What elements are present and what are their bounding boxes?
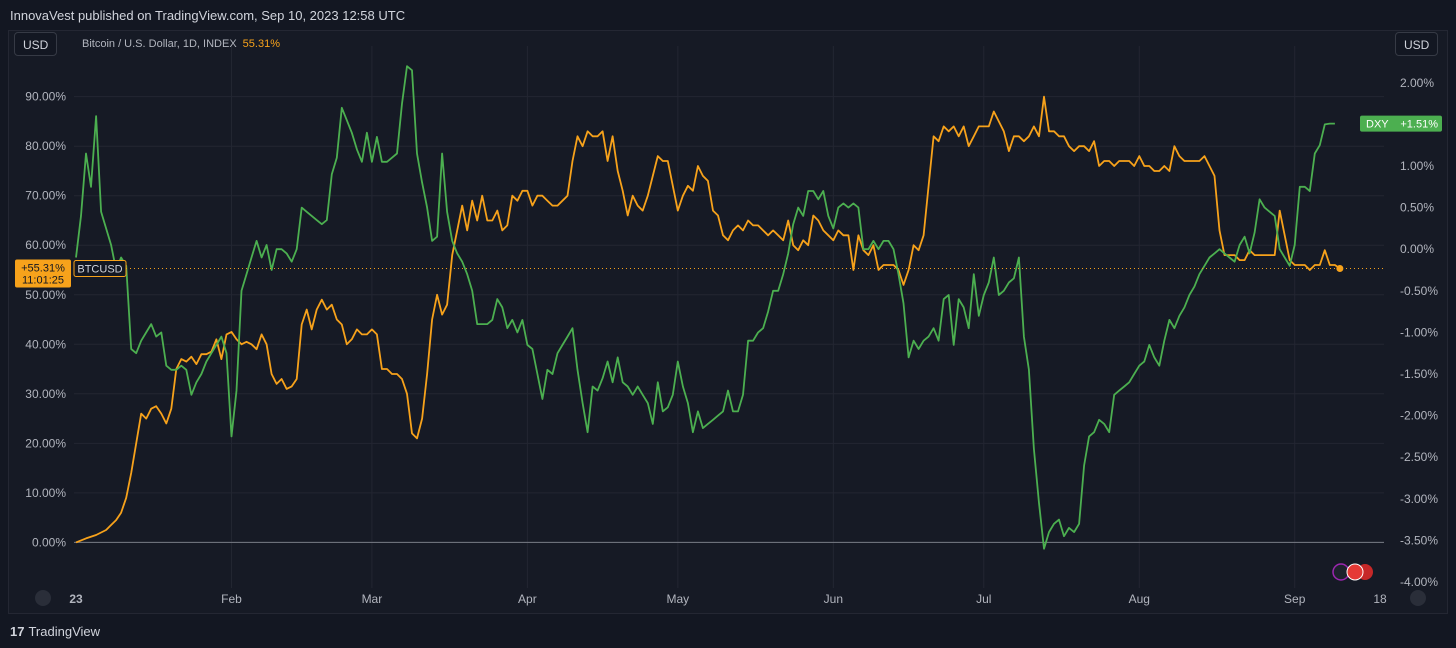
dxy-axis-badge — [1360, 115, 1442, 132]
right-axis-tick: -0.50% — [1400, 284, 1438, 298]
misc-icons — [35, 563, 1426, 606]
right-axis-tick: -3.50% — [1400, 533, 1438, 547]
right-price-axis: -4.00% -3.50% -3.00% -2.50% -2.00% -1.50% -1.0… — [1400, 76, 1438, 589]
right-axis-tick: -1.00% — [1400, 325, 1438, 339]
time-axis-tick: 23 — [69, 592, 83, 606]
right-axis-tick: -3.00% — [1400, 492, 1438, 506]
auto-scale-icon — [1410, 590, 1426, 606]
series-line-dxy — [75, 65, 1335, 550]
right-axis-tick: 0.00% — [1400, 242, 1434, 256]
left-axis-tick: 70.00% — [25, 189, 66, 203]
right-axis-tick: -1.50% — [1400, 367, 1438, 381]
time-axis-tick: Feb — [221, 592, 242, 606]
time-axis-tick: May — [667, 592, 690, 606]
btc-name-tag: BTCUSD — [77, 263, 122, 275]
symbol-legend[interactable]: Bitcoin / U.S. Dollar, 1D, INDEX 55.31% — [82, 38, 280, 50]
left-axis-tick: 40.00% — [25, 337, 66, 351]
btc-axis-badge — [15, 259, 71, 288]
price-labels: +55.31%11:01:25 BTCUSD DXY +1.51% — [15, 115, 1442, 288]
grid-lines — [74, 46, 1384, 588]
footer: 17 TradingView — [0, 616, 1456, 648]
btc-name-tag-bg — [73, 259, 127, 277]
time-axis-tick: Jul — [976, 592, 991, 606]
series-line-btcusd — [75, 95, 1341, 544]
time-axis-tick: Apr — [518, 592, 537, 606]
left-axis-tick: 20.00% — [25, 436, 66, 450]
left-axis-tick: 80.00% — [25, 139, 66, 153]
symbol-change: 55.31% — [242, 38, 280, 50]
dxy-name-tag: DXY — [1366, 119, 1389, 131]
tradingview-logo[interactable]: 17 TradingView — [10, 624, 100, 639]
dxy-axis-value: +1.51% — [1400, 119, 1438, 131]
series-layer — [74, 65, 1384, 550]
right-axis-tick: -2.50% — [1400, 450, 1438, 464]
right-axis-tick: 1.00% — [1400, 159, 1434, 173]
left-axis-tick: 30.00% — [25, 387, 66, 401]
left-axis-tick: 0.00% — [32, 535, 66, 549]
left-axis-tick: 60.00% — [25, 238, 66, 252]
zoom-icon — [35, 590, 51, 606]
btc-axis-value: +55.31% — [21, 262, 65, 274]
right-axis-tick: -2.00% — [1400, 409, 1438, 423]
right-axis-tick: -4.00% — [1400, 575, 1438, 589]
currency-button-left[interactable]: USD — [14, 32, 58, 56]
left-price-axis: 0.00% 10.00% 20.00% 30.00% 40.00% 50.00% 60.00… — [25, 90, 66, 550]
tradingview-logo-mark: 17 — [10, 624, 25, 639]
currency-button-right[interactable]: USD — [1395, 32, 1439, 56]
left-axis-tick: 50.00% — [25, 288, 66, 302]
price-chart[interactable]: 0.00% 10.00% 20.00% 30.00% 40.00% 50.00% 60.00… — [0, 0, 1456, 616]
chart-panel[interactable] — [8, 30, 1448, 614]
right-axis-tick: 0.50% — [1400, 201, 1434, 215]
time-axis-tick: Sep — [1284, 592, 1306, 606]
time-axis-tick: Mar — [362, 592, 383, 606]
time-axis-tick: 18 — [1373, 592, 1387, 606]
btc-countdown: 11:01:25 — [22, 274, 64, 286]
left-axis-tick: 90.00% — [25, 90, 66, 104]
time-axis-tick: Jun — [824, 592, 843, 606]
published-caption: InnovaVest published on TradingView.com,… — [10, 8, 406, 23]
btc-last-point — [1336, 264, 1344, 272]
left-axis-tick: 10.00% — [25, 486, 66, 500]
top-bar: InnovaVest published on TradingView.com,… — [0, 0, 1456, 30]
symbol-description: Bitcoin / U.S. Dollar, 1D, INDEX — [82, 38, 237, 50]
right-axis-tick: 2.00% — [1400, 76, 1434, 90]
tradingview-logo-text: TradingView — [28, 624, 101, 639]
time-axis: 23 Feb Mar Apr May Jun Jul Aug Sep 18 — [69, 592, 1387, 606]
us-flag-icon — [1346, 563, 1364, 581]
time-axis-tick: Aug — [1129, 592, 1150, 606]
